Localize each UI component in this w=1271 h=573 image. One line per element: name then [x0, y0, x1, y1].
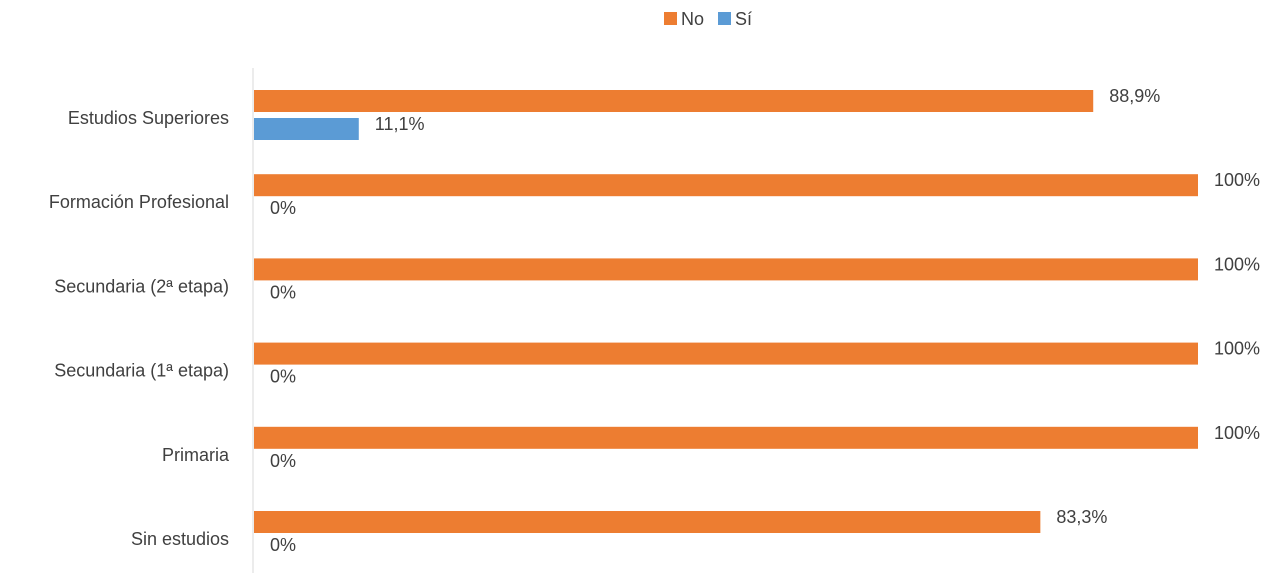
bar-no-sin-estudios: [254, 511, 1041, 533]
data-label-si-secundaria-2-etapa: 0%: [270, 282, 296, 302]
bar-no-secundaria-2-etapa: [254, 258, 1198, 281]
category-label-formacion-profesional: Formación Profesional: [49, 192, 229, 212]
bar-no-formacion-profesional: [254, 174, 1198, 197]
bar-si-estudios-superiores: [254, 118, 359, 140]
data-label-no-secundaria-2-etapa: 100%: [1214, 254, 1260, 274]
category-label-primaria: Primaria: [162, 445, 230, 465]
legend: No Sí: [664, 9, 752, 29]
data-label-si-primaria: 0%: [270, 451, 296, 471]
data-label-si-sin-estudios: 0%: [270, 535, 296, 555]
data-label-no-formacion-profesional: 100%: [1214, 170, 1260, 190]
category-labels: Estudios Superiores Formación Profesional…: [49, 108, 230, 549]
legend-label-no: No: [681, 9, 704, 29]
bar-no-secundaria-1-etapa: [254, 342, 1198, 365]
data-label-no-sin-estudios: 83,3%: [1056, 507, 1107, 527]
bars: [254, 90, 1198, 533]
data-label-si-formacion-profesional: 0%: [270, 198, 296, 218]
category-label-sin-estudios: Sin estudios: [131, 529, 229, 549]
data-label-no-secundaria-1-etapa: 100%: [1214, 339, 1260, 359]
category-label-secundaria-2-etapa: Secundaria (2ª etapa): [54, 276, 229, 296]
legend-label-si: Sí: [735, 9, 752, 29]
data-label-no-primaria: 100%: [1214, 423, 1260, 443]
category-label-estudios-superiores: Estudios Superiores: [68, 108, 229, 128]
legend-swatch-no: [664, 12, 677, 25]
legend-swatch-si: [718, 12, 731, 25]
bar-no-estudios-superiores: [254, 90, 1094, 112]
category-label-secundaria-1-etapa: Secundaria (1ª etapa): [54, 361, 229, 381]
data-label-si-estudios-superiores: 11,1%: [375, 114, 425, 134]
bar-no-primaria: [254, 426, 1198, 449]
data-label-no-estudios-superiores: 88,9%: [1109, 86, 1160, 106]
data-label-si-secundaria-1-etapa: 0%: [270, 367, 296, 387]
data-labels: 88,9% 11,1% 100% 0% 100% 0% 100% 0% 100% 0% 83,3% 0…: [270, 86, 1260, 555]
